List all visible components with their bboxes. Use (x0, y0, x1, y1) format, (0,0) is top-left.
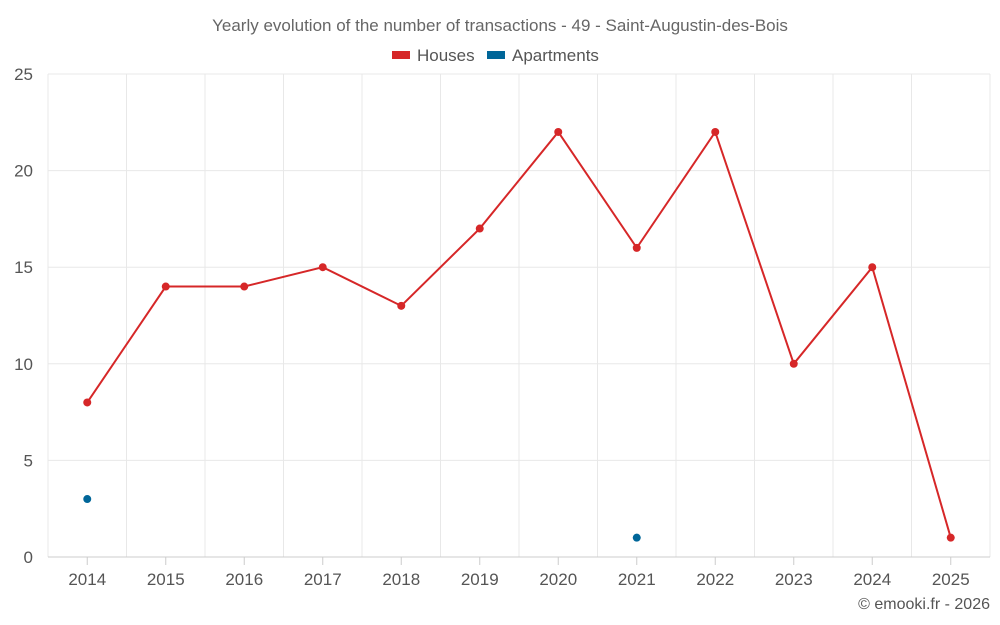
data-point-houses-2017[interactable] (318, 263, 327, 272)
data-point-houses-2023[interactable] (789, 359, 798, 368)
data-point-houses-2020[interactable] (554, 127, 563, 136)
x-tick-label: 2024 (853, 570, 891, 589)
data-point-houses-2018[interactable] (397, 301, 406, 310)
y-tick-label: 5 (24, 451, 33, 470)
legend: Houses Apartments (392, 46, 599, 65)
series-layer (83, 127, 955, 542)
data-point-houses-2014[interactable] (83, 398, 92, 407)
y-tick-label: 25 (14, 65, 33, 84)
y-tick-label: 20 (14, 162, 33, 181)
legend-swatch (392, 51, 410, 59)
legend-label: Houses (417, 46, 475, 65)
y-tick-label: 0 (24, 548, 33, 567)
grid-lines (47, 73, 991, 558)
x-tick-label: 2014 (68, 570, 106, 589)
legend-swatch (487, 51, 505, 59)
x-tick-label: 2016 (225, 570, 263, 589)
data-point-houses-2022[interactable] (711, 127, 720, 136)
legend-item-houses[interactable]: Houses (392, 46, 475, 65)
x-tick-label: 2015 (147, 570, 185, 589)
data-point-apartments-2014[interactable] (83, 495, 92, 504)
x-tick-label: 2018 (382, 570, 420, 589)
data-point-houses-2024[interactable] (868, 263, 877, 272)
legend-label: Apartments (512, 46, 599, 65)
legend-item-apartments[interactable]: Apartments (487, 46, 599, 65)
data-point-houses-2015[interactable] (161, 282, 170, 291)
y-axis: 0 5 10 15 20 25 (14, 65, 33, 567)
series-apartments (83, 495, 641, 542)
chart-title: Yearly evolution of the number of transa… (212, 16, 788, 35)
x-tick-label: 2021 (618, 570, 656, 589)
x-axis: 2014 2015 2016 2017 2018 2019 2020 2021 2022 2023… (68, 557, 970, 589)
data-point-houses-2025[interactable] (946, 533, 955, 542)
data-point-houses-2021[interactable] (632, 243, 641, 252)
x-tick-label: 2020 (539, 570, 577, 589)
x-tick-label: 2025 (932, 570, 970, 589)
y-tick-label: 15 (14, 258, 33, 277)
data-point-houses-2019[interactable] (475, 224, 484, 233)
x-tick-label: 2017 (304, 570, 342, 589)
x-tick-label: 2022 (696, 570, 734, 589)
y-tick-label: 10 (14, 355, 33, 374)
copyright-footer: © emooki.fr - 2026 (858, 596, 990, 613)
data-point-houses-2016[interactable] (240, 282, 249, 291)
data-point-apartments-2021[interactable] (632, 533, 641, 542)
x-tick-label: 2023 (775, 570, 813, 589)
series-line (86, 129, 952, 538)
series-houses (83, 127, 955, 542)
x-tick-label: 2019 (461, 570, 499, 589)
